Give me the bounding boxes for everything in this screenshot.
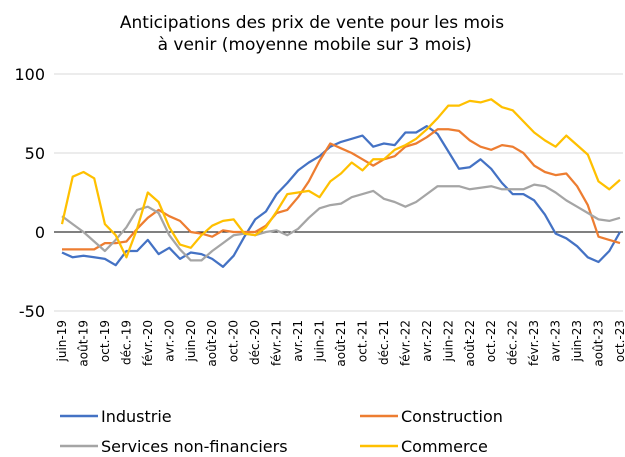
x-tick-label: oct.-23 xyxy=(613,320,625,362)
x-tick-label: févr.-21 xyxy=(270,320,284,366)
x-tick-label: avr.-23 xyxy=(549,320,563,362)
x-tick-label: févr.-23 xyxy=(527,320,541,366)
legend-label: Industrie xyxy=(101,407,172,426)
x-tick-label: juin-22 xyxy=(441,320,455,362)
x-tick-label: avr.-22 xyxy=(420,320,434,362)
y-tick-label: -50 xyxy=(19,302,45,321)
series-line xyxy=(61,124,621,268)
series-line xyxy=(61,183,621,262)
legend-label: Construction xyxy=(401,407,503,426)
x-tick-label: oct.-22 xyxy=(484,320,498,362)
x-tick-label: déc.-20 xyxy=(248,320,262,365)
x-tick-label: juin-21 xyxy=(313,320,327,362)
legend-label: Services non-financiers xyxy=(101,437,288,456)
x-tick-label: déc.-21 xyxy=(377,320,391,365)
x-tick-label: avr.-21 xyxy=(291,320,305,362)
x-tick-label: août-21 xyxy=(334,320,348,367)
x-tick-label: oct.-19 xyxy=(98,320,112,362)
x-tick-label: août-19 xyxy=(76,320,90,367)
x-tick-label: juin-19 xyxy=(55,320,69,362)
x-tick-label: juin-20 xyxy=(184,320,198,362)
x-tick-label: déc.-19 xyxy=(119,320,133,365)
x-tick-label: août-22 xyxy=(463,320,477,367)
series-line xyxy=(60,98,621,259)
x-tick-label: juin-23 xyxy=(570,320,584,362)
y-tick-label: 100 xyxy=(14,65,45,84)
x-tick-label: oct.-21 xyxy=(355,320,369,362)
x-tick-label: févr.-22 xyxy=(398,320,412,366)
y-tick-label: 50 xyxy=(25,144,45,163)
chart-title: Anticipations des prix de vente pour les… xyxy=(120,13,504,55)
x-tick-label: août-23 xyxy=(592,320,606,367)
y-tick-label: 0 xyxy=(35,223,45,242)
x-tick-label: avr.-20 xyxy=(162,320,176,362)
x-tick-label: oct.-20 xyxy=(227,320,241,362)
series-line xyxy=(62,128,621,251)
x-tick-label: févr.-20 xyxy=(141,320,155,366)
x-tick-label: août-20 xyxy=(205,320,219,367)
legend-label: Commerce xyxy=(401,437,488,456)
x-tick-label: déc.-22 xyxy=(506,320,520,365)
